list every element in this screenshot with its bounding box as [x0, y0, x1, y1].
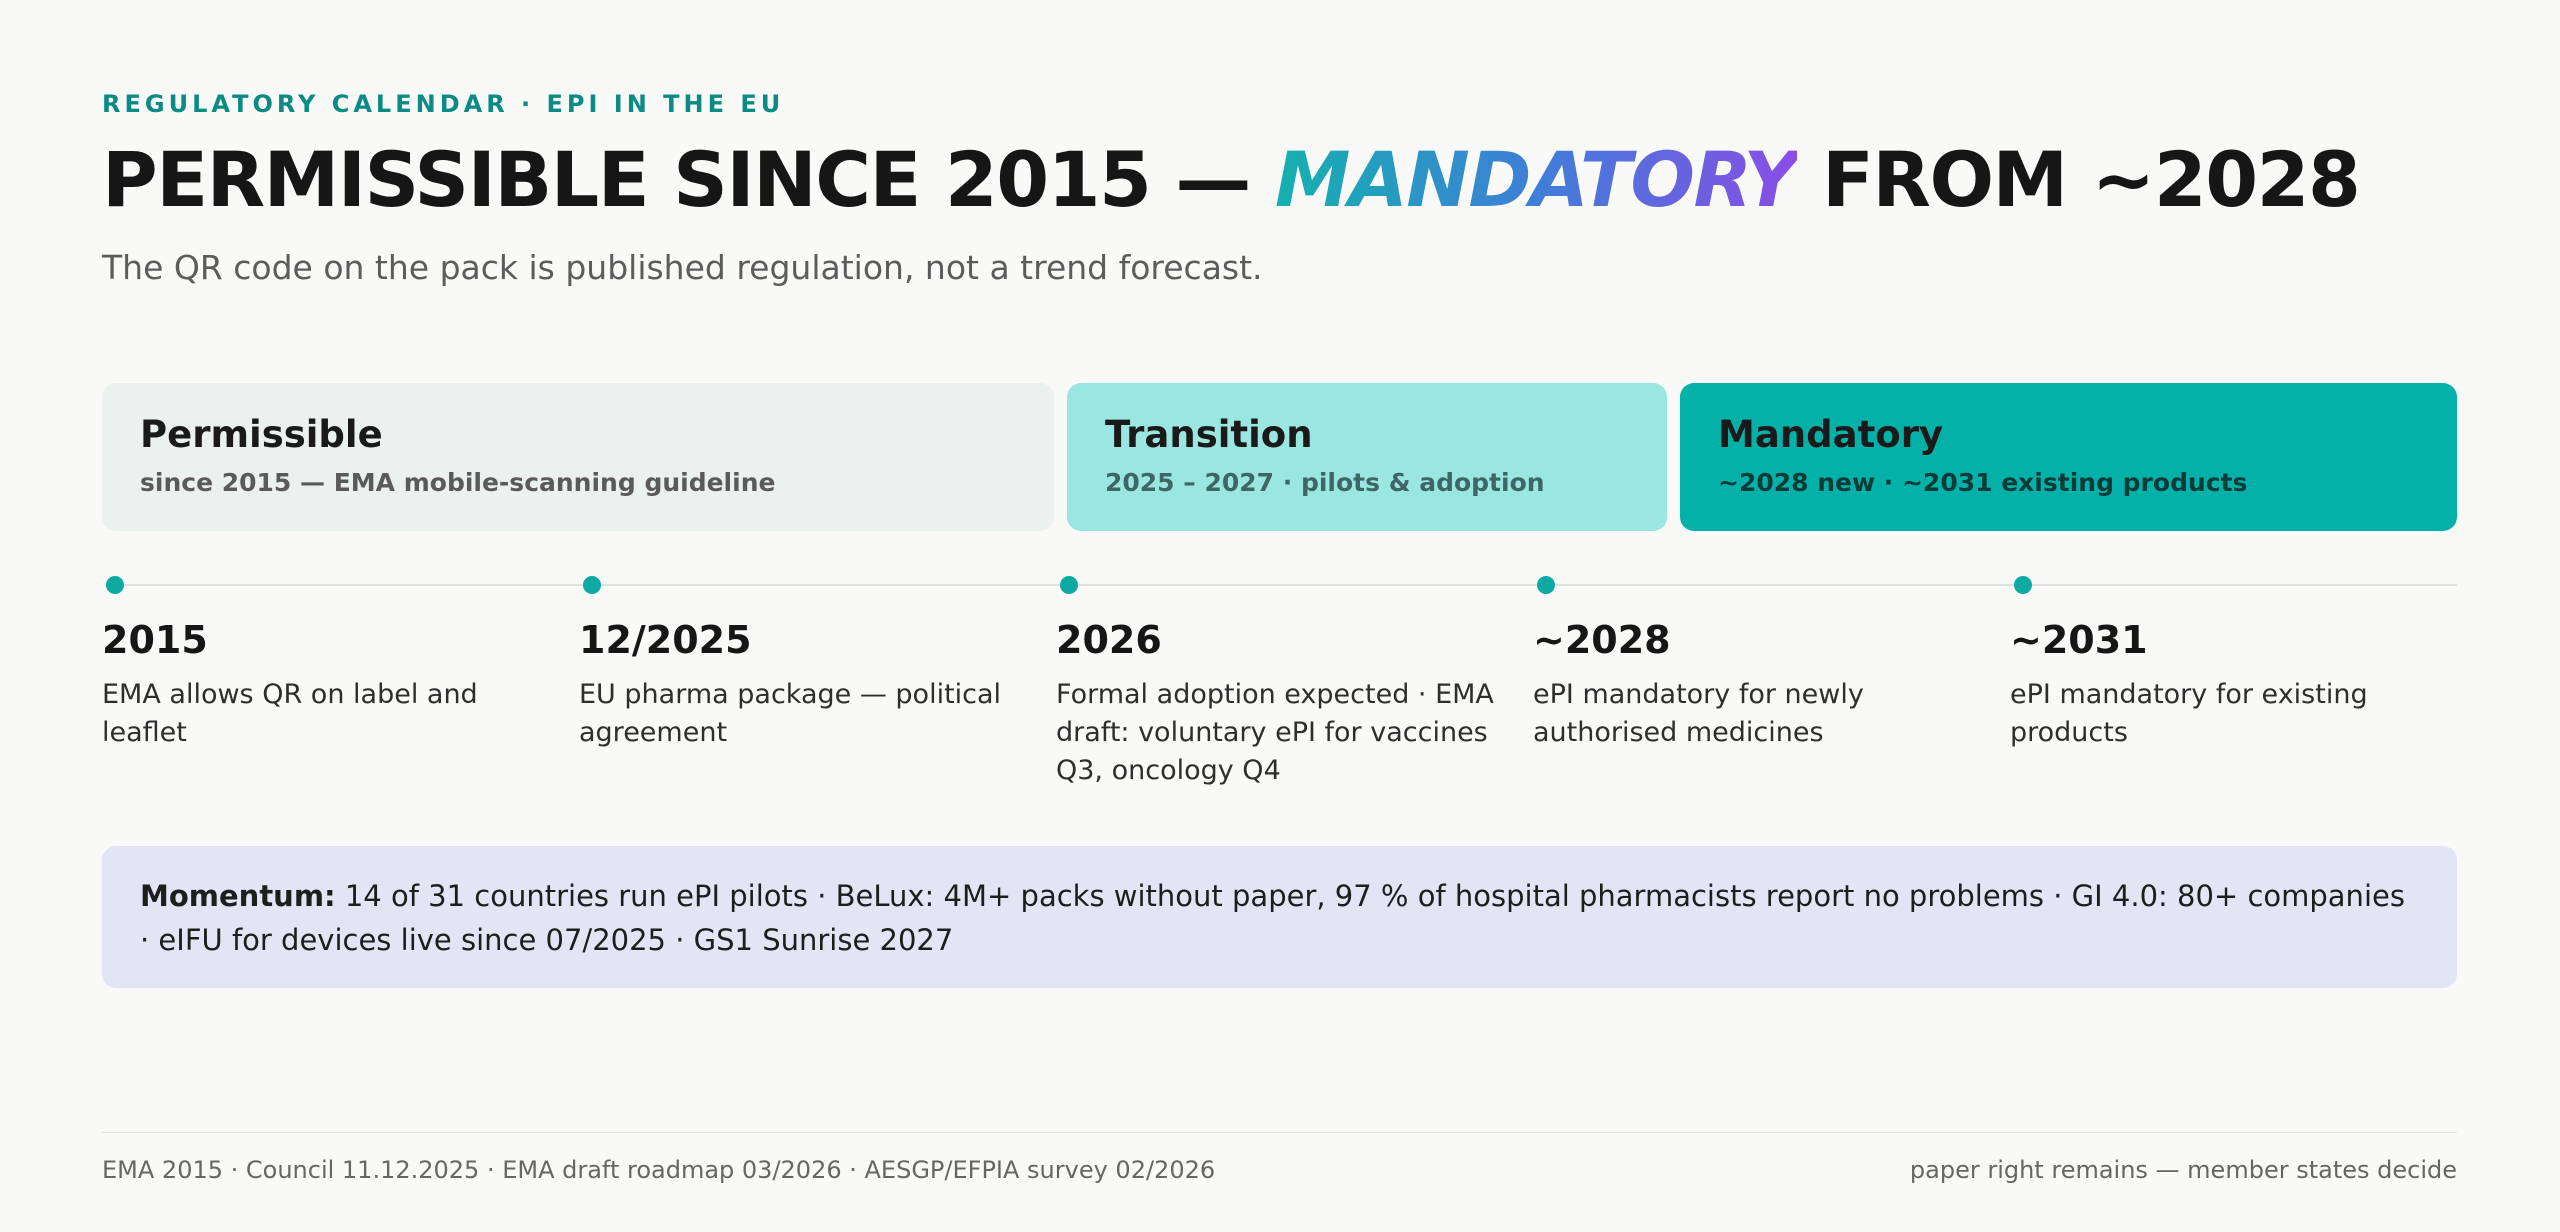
- milestone-year: ~2028: [1533, 618, 1671, 662]
- phase-subtitle: ~2028 new · ~2031 existing products: [1718, 468, 2248, 497]
- timeline-dot-2015: [106, 576, 124, 594]
- milestone-2028: ~2028 ePI mandatory for newly authorised…: [1533, 618, 1993, 752]
- phase-title: Mandatory: [1718, 413, 1944, 456]
- milestone-year: 2026: [1056, 618, 1162, 662]
- phase-mandatory: Mandatory ~2028 new · ~2031 existing pro…: [1680, 383, 2457, 531]
- milestone-text: Formal adoption expected · EMA draft: vo…: [1056, 679, 1494, 786]
- milestone-2031: ~2031 ePI mandatory for existing product…: [2010, 618, 2470, 752]
- milestone-2025: 12/2025 EU pharma package — political ag…: [579, 618, 1039, 752]
- footer-note: paper right remains — member states deci…: [1909, 1156, 2457, 1184]
- milestone-text: ePI mandatory for newly authorised medic…: [1533, 679, 1864, 748]
- timeline-dot-2031: [2014, 576, 2032, 594]
- milestone-year: 12/2025: [579, 618, 752, 662]
- milestone-text: EMA allows QR on label and leaflet: [102, 679, 478, 748]
- page-title: PERMISSIBLE SINCE 2015 — MANDATORY FROM …: [102, 135, 2361, 224]
- milestone-text: EU pharma package — political agreement: [579, 679, 1002, 748]
- phase-permissible: Permissible since 2015 — EMA mobile-scan…: [102, 383, 1054, 531]
- milestone-2015: 2015 EMA allows QR on label and leaflet: [102, 618, 562, 752]
- phase-transition: Transition 2025 – 2027 · pilots & adopti…: [1067, 383, 1667, 531]
- timeline-dot-2026: [1060, 576, 1078, 594]
- momentum-label: Momentum:: [140, 879, 336, 913]
- footer-divider: [102, 1132, 2457, 1133]
- milestone-text: ePI mandatory for existing products: [2010, 679, 2368, 748]
- headline-part-2: FROM ~2028: [1797, 135, 2361, 224]
- milestone-2026: 2026 Formal adoption expected · EMA draf…: [1056, 618, 1516, 790]
- timeline-dot-2028: [1537, 576, 1555, 594]
- phase-subtitle: 2025 – 2027 · pilots & adoption: [1105, 468, 1545, 497]
- momentum-text: 14 of 31 countries run ePI pilots · BeLu…: [140, 879, 2405, 957]
- phase-title: Permissible: [140, 413, 383, 456]
- timeline-dot-2025: [583, 576, 601, 594]
- eyebrow-label: REGULATORY CALENDAR · EPI IN THE EU: [102, 90, 785, 118]
- milestone-year: 2015: [102, 618, 208, 662]
- page-subtitle: The QR code on the pack is published reg…: [102, 248, 1263, 287]
- milestone-year: ~2031: [2010, 618, 2148, 662]
- momentum-callout: Momentum: 14 of 31 countries run ePI pil…: [102, 846, 2457, 988]
- phase-title: Transition: [1105, 413, 1313, 456]
- headline-part-1: PERMISSIBLE SINCE 2015 —: [102, 135, 1275, 224]
- timeline-axis: [114, 584, 2457, 586]
- footer-sources: EMA 2015 · Council 11.12.2025 · EMA draf…: [102, 1156, 1216, 1184]
- headline-accent: MANDATORY: [1274, 135, 1799, 224]
- phase-subtitle: since 2015 — EMA mobile-scanning guideli…: [140, 468, 776, 497]
